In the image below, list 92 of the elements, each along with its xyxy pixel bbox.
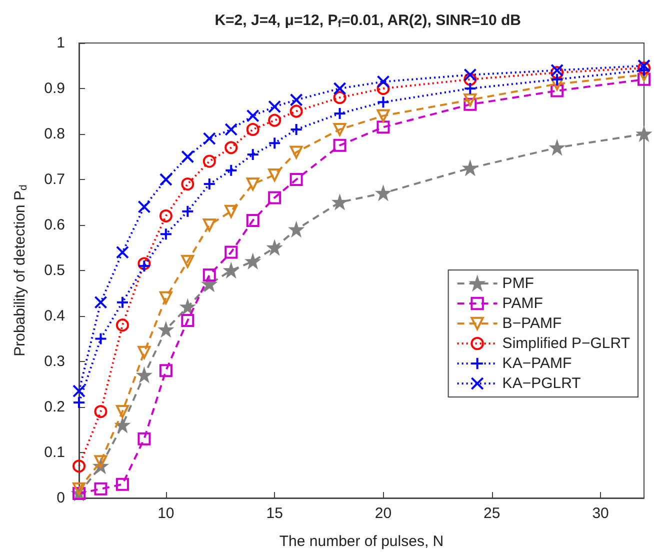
point	[72, 384, 86, 398]
point	[464, 68, 477, 82]
point	[268, 168, 282, 182]
point	[138, 200, 151, 214]
point	[181, 204, 194, 218]
point	[159, 173, 172, 186]
point	[290, 173, 303, 186]
point	[138, 346, 151, 359]
y-tick-label: 0.9	[44, 80, 65, 97]
point	[94, 482, 108, 496]
point	[116, 318, 129, 332]
legend-label: Simplified P−GLRT	[502, 335, 630, 352]
point	[246, 122, 260, 136]
y-tick-label: 0.1	[44, 444, 65, 461]
point	[202, 218, 216, 232]
y-tick-label: 0.2	[44, 398, 65, 416]
x-axis-title: The number of pulses, N	[279, 533, 444, 550]
point	[181, 178, 194, 191]
point	[202, 132, 216, 146]
x-tick-label: 20	[374, 505, 392, 522]
point	[550, 77, 564, 90]
point	[464, 98, 477, 111]
point	[159, 209, 172, 222]
point	[290, 93, 303, 106]
legend-label: B−PAMF	[502, 315, 562, 332]
point	[268, 100, 282, 114]
point	[464, 72, 477, 86]
point	[116, 296, 129, 309]
legend-label: KA−PGLRT	[502, 375, 581, 392]
point	[290, 104, 303, 118]
y-axis-title: Probability of detection Pd	[11, 184, 30, 356]
point	[376, 96, 390, 109]
point	[550, 64, 564, 77]
y-tick-label: 0.4	[44, 308, 65, 324]
point	[224, 164, 238, 177]
point	[116, 478, 129, 491]
point	[268, 114, 282, 127]
point	[181, 314, 194, 328]
point	[159, 364, 172, 378]
point	[550, 72, 564, 86]
point	[94, 332, 108, 346]
point	[202, 268, 216, 282]
point	[246, 178, 260, 191]
point	[224, 122, 238, 136]
point	[72, 460, 86, 473]
x-tick-label: 30	[592, 505, 609, 522]
point	[94, 405, 108, 418]
point	[376, 120, 390, 134]
point	[638, 59, 650, 72]
point	[138, 432, 151, 446]
point	[224, 141, 238, 154]
point	[638, 72, 650, 86]
y-tick-label: 0.8	[44, 126, 65, 142]
y-tick-label: 0.5	[44, 262, 65, 279]
point	[550, 84, 564, 98]
point	[464, 93, 477, 106]
point	[376, 109, 390, 122]
point	[159, 291, 172, 304]
point	[181, 254, 194, 268]
point	[376, 75, 390, 88]
y-tick-label: 0.6	[44, 216, 65, 234]
legend-label: PMF	[502, 275, 534, 292]
point	[159, 228, 172, 241]
point	[202, 154, 216, 168]
point	[116, 246, 129, 259]
point	[268, 191, 282, 204]
legend-label: PAMF	[502, 295, 543, 312]
point	[333, 122, 346, 136]
x-tick-label: 25	[484, 505, 500, 522]
point	[333, 91, 346, 104]
point	[116, 405, 129, 418]
point	[181, 300, 194, 314]
point	[246, 214, 260, 227]
point	[246, 109, 260, 122]
point	[224, 204, 238, 218]
point	[333, 138, 346, 152]
point	[181, 150, 194, 164]
y-tick-label: 0.7	[44, 171, 65, 188]
point	[290, 146, 303, 159]
point	[224, 246, 238, 259]
point	[333, 82, 346, 95]
x-tick-label: 15	[266, 505, 283, 522]
y-tick-label: 1	[56, 34, 65, 52]
x-tick-label: 10	[158, 505, 174, 522]
point	[550, 66, 564, 80]
point	[268, 136, 282, 150]
legend-label: KA−PAMF	[502, 355, 572, 372]
point	[376, 82, 390, 95]
y-tick-label: 0	[56, 490, 65, 506]
y-tick-label: 0.3	[44, 353, 65, 370]
point	[246, 254, 260, 268]
point	[94, 296, 108, 309]
